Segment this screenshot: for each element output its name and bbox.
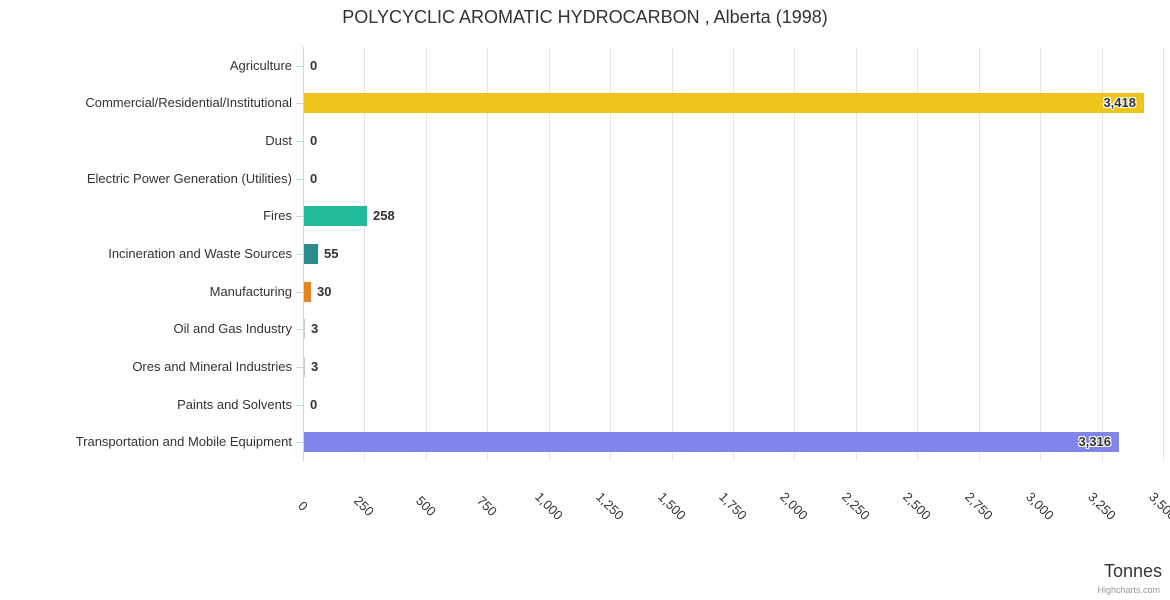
x-axis-tick-label: 2,000 — [777, 489, 812, 523]
category-label: Paints and Solvents — [177, 397, 292, 412]
x-axis-tick-label: 250 — [351, 493, 378, 519]
category-label: Dust — [265, 133, 292, 148]
bar[interactable] — [304, 357, 305, 377]
x-axis-tick-label: 1,250 — [593, 489, 627, 523]
bar[interactable] — [304, 93, 1144, 113]
category-label: Fires — [263, 208, 292, 223]
category-label: Manufacturing — [209, 284, 292, 299]
gridline — [1101, 47, 1103, 461]
gridline — [671, 47, 673, 461]
gridline — [425, 47, 427, 461]
category-label: Transportation and Mobile Equipment — [75, 434, 292, 449]
category-tick — [296, 367, 303, 368]
value-label: 30 — [317, 284, 332, 299]
bar[interactable] — [304, 319, 305, 339]
value-axis-title: Tonnes — [1103, 561, 1162, 581]
x-axis-tick-label: 3,500 — [1146, 489, 1170, 523]
gridline — [855, 47, 857, 461]
gridline — [917, 47, 919, 461]
gridline — [1040, 47, 1042, 461]
value-label: 55 — [324, 246, 339, 261]
gridline — [487, 47, 489, 461]
bar[interactable] — [304, 432, 1119, 452]
category-tick — [296, 66, 303, 67]
category-tick — [296, 141, 303, 142]
gridline — [364, 47, 366, 461]
gridline — [733, 47, 734, 461]
x-axis-tick-label: 0 — [295, 498, 311, 514]
category-label: Ores and Mineral Industries — [132, 359, 292, 374]
category-label: Electric Power Generation (Utilities) — [86, 171, 292, 186]
value-label: 0 — [310, 397, 318, 412]
category-label: Incineration and Waste Sources — [108, 246, 292, 261]
category-tick — [296, 179, 303, 180]
x-axis-tick-label: 1,000 — [531, 489, 566, 523]
value-label: 0 — [310, 58, 318, 73]
x-axis-tick-label: 2,500 — [900, 489, 935, 523]
category-tick — [296, 216, 303, 217]
value-label: 0 — [310, 171, 318, 186]
value-label: 3,316 — [1078, 434, 1111, 449]
category-tick — [296, 292, 303, 293]
x-axis-tick-label: 500 — [412, 493, 439, 519]
category-tick — [296, 254, 303, 255]
highcharts-credit-link[interactable]: Highcharts.com — [1097, 585, 1160, 595]
x-axis-tick-label: 3,250 — [1084, 489, 1119, 523]
gridline — [548, 47, 550, 461]
gridline — [978, 47, 980, 461]
x-axis-tick-label: 2,750 — [961, 489, 996, 523]
x-axis-tick-label: 3,000 — [1023, 489, 1057, 523]
value-label: 0 — [310, 133, 318, 148]
value-label: 3 — [311, 359, 319, 374]
gridline — [610, 47, 612, 461]
category-tick — [296, 329, 303, 330]
x-axis-tick-label: 2,250 — [839, 489, 873, 523]
category-axis-line — [303, 47, 304, 461]
bar[interactable] — [304, 206, 367, 226]
bar[interactable] — [304, 282, 311, 302]
chart-title: POLYCYCLIC AROMATIC HYDROCARBON , Albert… — [342, 7, 828, 27]
category-label: Oil and Gas Industry — [173, 321, 293, 336]
category-label: Agriculture — [229, 58, 292, 73]
x-axis-tick-label: 1,500 — [654, 489, 689, 523]
value-label: 258 — [373, 208, 395, 223]
bar[interactable] — [304, 244, 318, 264]
category-tick — [296, 442, 303, 443]
category-tick — [296, 103, 303, 104]
value-label: 3 — [311, 321, 319, 336]
gridline — [1163, 47, 1164, 461]
category-tick — [296, 405, 303, 406]
gridline — [794, 47, 796, 461]
x-axis-tick-label: 1,750 — [716, 489, 750, 523]
x-axis-tick-label: 750 — [474, 493, 501, 519]
category-label: Commercial/Residential/Institutional — [85, 95, 292, 110]
value-label: 3,418 — [1103, 95, 1136, 110]
